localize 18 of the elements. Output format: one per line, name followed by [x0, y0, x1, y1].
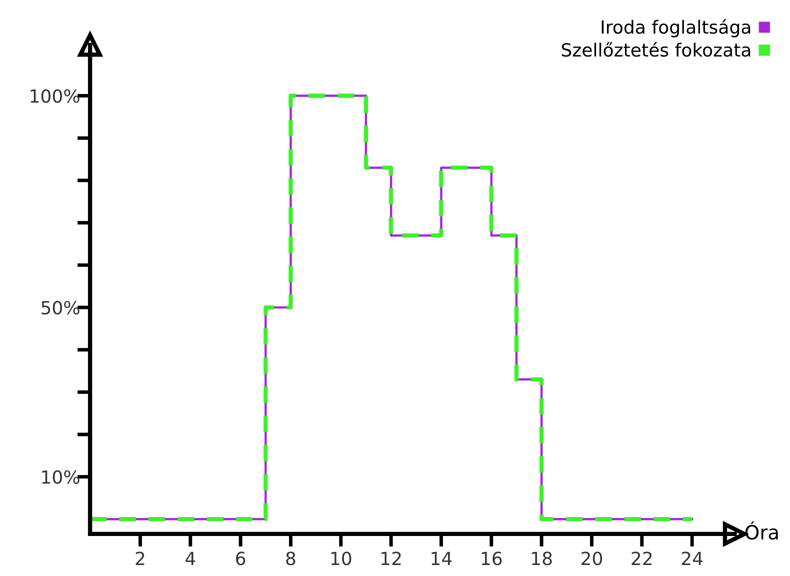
legend-label: Szellőztetés fokozata: [562, 42, 750, 57]
x-tick-label: 16: [482, 552, 502, 566]
x-tick-label: 14: [432, 552, 452, 566]
x-tick-label: 18: [532, 552, 552, 566]
x-tick-label: 8: [286, 552, 296, 566]
x-tick-label: 24: [682, 552, 703, 566]
x-tick-label: 6: [236, 552, 246, 566]
x-tick-label: 10: [331, 552, 352, 566]
y-tick-label: 10%: [42, 470, 80, 484]
x-axis-title: Óra: [745, 521, 778, 540]
y-tick-label: 100%: [30, 89, 80, 103]
x-tick-label: 22: [632, 552, 652, 566]
x-tick-label: 20: [582, 552, 602, 566]
x-tick-label: 4: [186, 552, 196, 566]
x-tick-label: 12: [382, 552, 401, 566]
x-tick-label: 2: [136, 552, 144, 566]
y-tick-label: 50%: [42, 300, 80, 315]
legend-label: Iroda foglaltsága: [602, 19, 750, 38]
